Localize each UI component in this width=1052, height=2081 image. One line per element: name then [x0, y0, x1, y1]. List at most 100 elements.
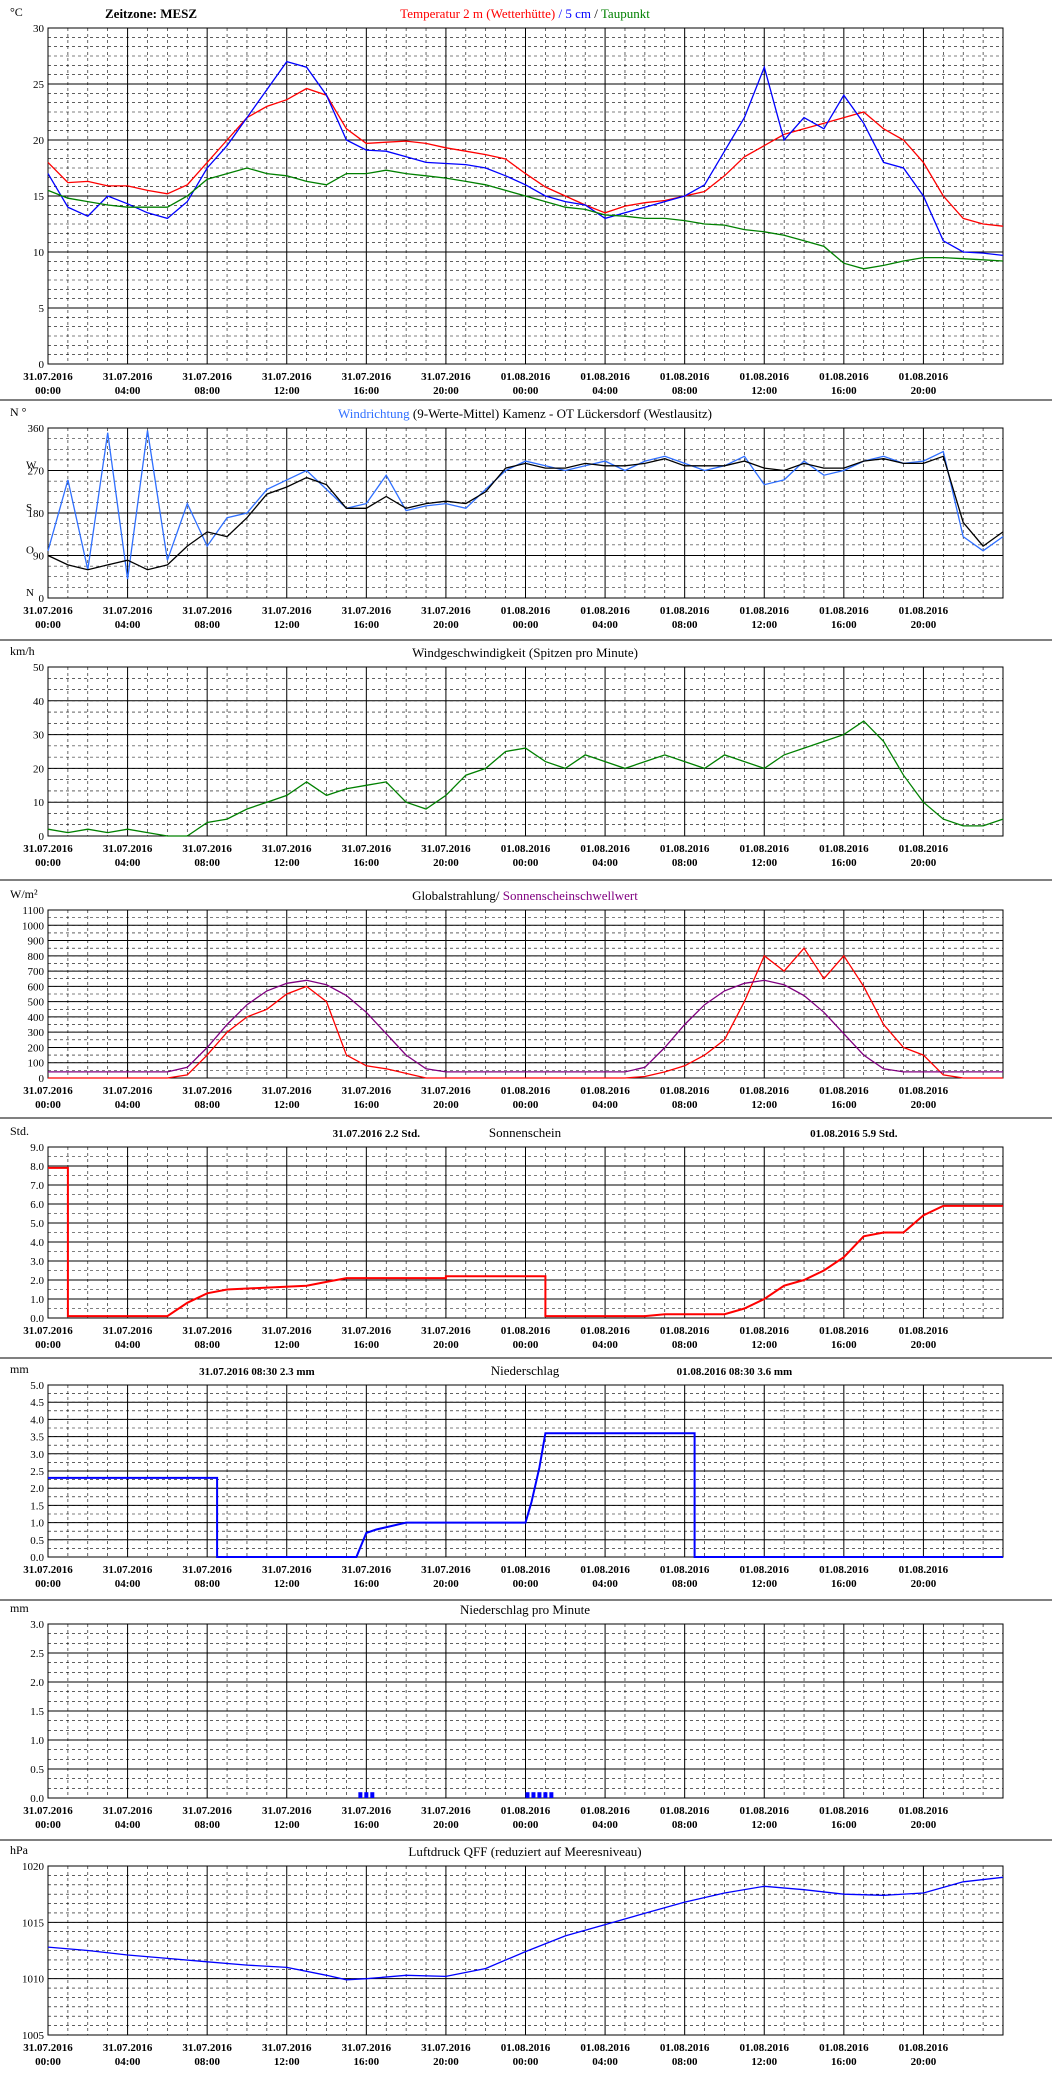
x-tick-time: 20:00 — [911, 1339, 937, 1351]
y-tick-label: 4.0 — [30, 1237, 44, 1249]
x-tick-time: 04:00 — [115, 1819, 141, 1831]
x-tick-time: 00:00 — [513, 1819, 539, 1831]
y-tick-label: 1.0 — [30, 1294, 44, 1306]
direction-letter: S — [26, 502, 32, 514]
y-tick-label: 0 — [39, 593, 45, 605]
x-tick-time: 00:00 — [513, 857, 539, 869]
y-tick-label: 3.5 — [30, 1432, 44, 1444]
x-tick-time: 08:00 — [194, 1819, 220, 1831]
y-tick-label: 400 — [28, 1012, 45, 1024]
series-line-pressure — [47, 1876, 1004, 1981]
title-part: Globalstrahlung/ — [412, 888, 500, 903]
x-tick-time: 04:00 — [115, 619, 141, 631]
pressure-chart: 1005 1010 1015 1020 hPa Luftdruck QFF (reduzi… — [0, 1839, 1052, 2068]
x-tick-date: 01.08.2016 — [740, 371, 790, 383]
x-tick-date: 01.08.2016 — [899, 605, 949, 617]
direction-letter: W — [26, 460, 37, 472]
y-tick-label: 2.5 — [30, 1466, 44, 1478]
x-tick-date: 31.07.2016 — [23, 1805, 73, 1817]
y-tick-label: 2.0 — [30, 1483, 44, 1495]
title-part: Kamenz - OT Lückersdorf (Westlausitz) — [499, 406, 712, 421]
y-tick-label: 1005 — [22, 2030, 45, 2042]
x-tick-time: 08:00 — [672, 385, 698, 397]
y-tick-label: 20 — [33, 763, 45, 775]
y-tick-label: 200 — [28, 1042, 45, 1054]
x-tick-time: 12:00 — [274, 2056, 300, 2068]
x-tick-date: 01.08.2016 — [501, 1805, 551, 1817]
x-tick-time: 00:00 — [513, 1099, 539, 1111]
x-tick-time: 08:00 — [194, 1578, 220, 1590]
x-tick-date: 31.07.2016 — [421, 2042, 471, 2054]
series-line-precipitation — [48, 1432, 1003, 1558]
x-tick-time: 16:00 — [831, 1578, 857, 1590]
x-tick-date: 31.07.2016 — [23, 1085, 73, 1097]
x-tick-date: 01.08.2016 — [501, 1085, 551, 1097]
x-tick-time: 04:00 — [592, 1339, 618, 1351]
x-tick-time: 16:00 — [831, 2056, 857, 2068]
title-part: (9-Werte-Mittel) — [410, 406, 500, 421]
x-tick-date: 01.08.2016 — [899, 1325, 949, 1337]
title-part: Sonnenschein — [489, 1125, 562, 1140]
x-tick-time: 04:00 — [115, 1339, 141, 1351]
x-tick-time: 12:00 — [751, 857, 777, 869]
x-tick-time: 00:00 — [35, 1339, 61, 1351]
x-tick-date: 31.07.2016 — [262, 371, 312, 383]
series-line-temperature — [47, 87, 1004, 227]
y-tick-label: 0.0 — [30, 1552, 44, 1564]
title-part: Windgeschwindigkeit (Spitzen pro Minute) — [412, 645, 638, 660]
x-tick-time: 16:00 — [353, 1099, 379, 1111]
y-tick-label: 1.0 — [30, 1518, 44, 1530]
y-tick-label: 0.0 — [30, 1313, 44, 1325]
y-tick-label: 0 — [39, 1073, 45, 1085]
y-tick-label: 360 — [28, 423, 45, 435]
x-tick-date: 01.08.2016 — [580, 1325, 630, 1337]
x-tick-date: 01.08.2016 — [899, 843, 949, 855]
x-tick-date: 01.08.2016 — [580, 1085, 630, 1097]
x-tick-time: 00:00 — [35, 2056, 61, 2068]
x-tick-date: 01.08.2016 — [740, 1805, 790, 1817]
x-tick-date: 31.07.2016 — [23, 843, 73, 855]
y-tick-label: 0 — [39, 831, 45, 843]
chart-title: Niederschlag pro Minute — [460, 1602, 590, 1617]
precip-bar — [364, 1792, 369, 1798]
x-tick-time: 16:00 — [353, 1819, 379, 1831]
chart-title: Luftdruck QFF (reduziert auf Meeresnivea… — [408, 1844, 641, 1859]
x-tick-time: 12:00 — [274, 857, 300, 869]
precip_per_minute-chart: 0.0 0.5 1.0 1.5 2.0 2.5 3.0mm Niederschlag pro … — [0, 1599, 1052, 1831]
x-tick-date: 31.07.2016 — [421, 371, 471, 383]
x-tick-date: 31.07.2016 — [421, 1085, 471, 1097]
radiation-chart: 0 100 200 300 400 500 600 700 800 900 1000 1100 W/m²… — [0, 879, 1052, 1111]
y-tick-label: 40 — [33, 696, 45, 708]
x-tick-time: 00:00 — [35, 385, 61, 397]
x-tick-time: 00:00 — [35, 619, 61, 631]
y-tick-label: 800 — [28, 951, 45, 963]
x-tick-time: 08:00 — [672, 857, 698, 869]
x-tick-date: 31.07.2016 — [342, 2042, 392, 2054]
plot-frame — [47, 1865, 1004, 2036]
x-tick-time: 12:00 — [751, 619, 777, 631]
plot-frame — [47, 27, 1004, 365]
y-tick-label: 8.0 — [30, 1161, 44, 1173]
x-tick-time: 12:00 — [274, 1099, 300, 1111]
x-tick-time: 08:00 — [194, 1099, 220, 1111]
x-tick-time: 00:00 — [35, 1099, 61, 1111]
x-tick-time: 16:00 — [831, 1819, 857, 1831]
title-part: / — [591, 6, 601, 21]
x-tick-time: 20:00 — [433, 1339, 459, 1351]
y-tick-label: 9.0 — [30, 1142, 44, 1154]
y-tick-label: 1000 — [22, 920, 45, 932]
x-tick-date: 31.07.2016 — [103, 1805, 153, 1817]
precipitation-chart: 0.0 0.5 1.0 1.5 2.0 2.5 3.0 3.5 4.0 4.5 5.0mm Niede… — [0, 1357, 1052, 1590]
series-line-wind_direction — [47, 455, 1004, 571]
x-tick-time: 20:00 — [433, 1099, 459, 1111]
x-tick-date: 31.07.2016 — [342, 1805, 392, 1817]
x-tick-time: 20:00 — [911, 1099, 937, 1111]
title-part: Niederschlag — [491, 1363, 560, 1378]
x-tick-date: 01.08.2016 — [899, 1564, 949, 1576]
precip-bar — [543, 1792, 548, 1798]
x-tick-time: 08:00 — [672, 1339, 698, 1351]
y-tick-label: 20 — [33, 135, 45, 147]
y-tick-label: 3.0 — [30, 1449, 44, 1461]
